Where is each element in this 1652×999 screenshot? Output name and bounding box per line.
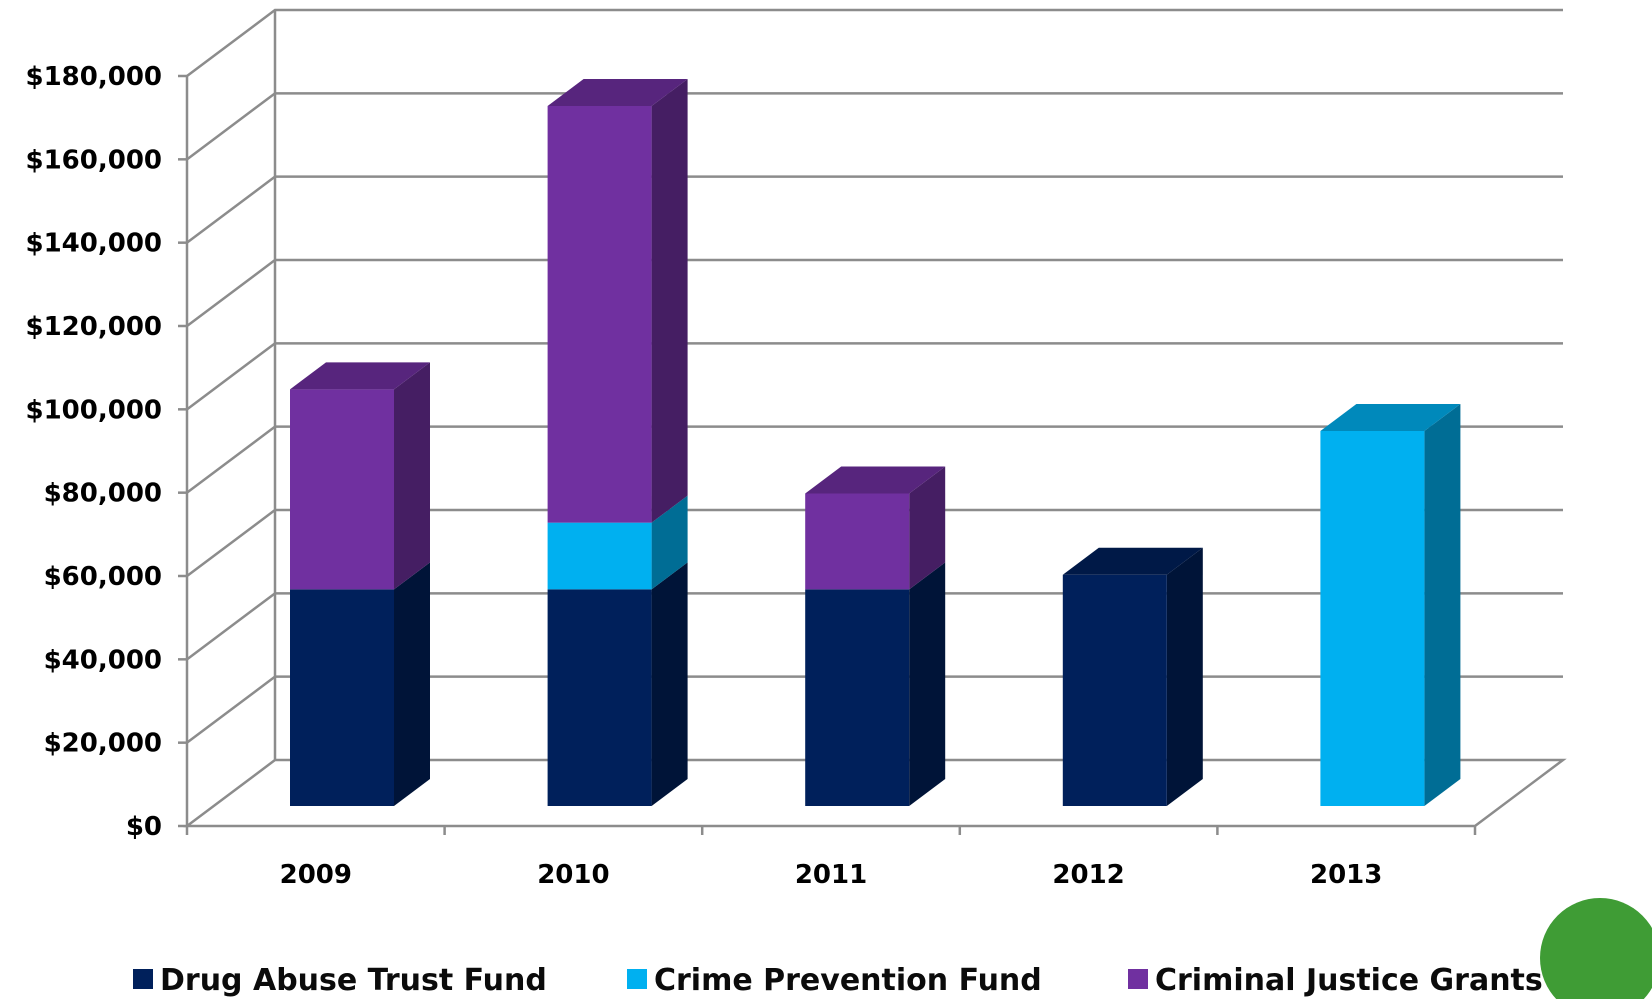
bar-side — [1424, 404, 1461, 806]
bar-front — [805, 493, 910, 590]
x-tick-label: 2012 — [1052, 860, 1124, 890]
bar-front — [547, 522, 652, 590]
bar-segment — [547, 79, 688, 523]
legend-swatch — [1128, 969, 1148, 989]
bar-side — [909, 562, 946, 806]
gridline — [186, 342, 1563, 411]
x-tick-label: 2011 — [795, 860, 867, 890]
y-tick-label: $60,000 — [44, 562, 162, 592]
bar-segment — [805, 466, 946, 590]
legend-swatch — [627, 969, 647, 989]
bar-top — [805, 466, 946, 494]
legend-swatch — [133, 969, 153, 989]
x-tick-label: 2013 — [1310, 860, 1382, 890]
legend-label: Crime Prevention Fund — [654, 963, 1042, 998]
legend-item: Drug Abuse Trust Fund — [133, 963, 547, 998]
y-tick-label: $20,000 — [44, 729, 162, 759]
x-tick-label: 2010 — [537, 860, 609, 890]
y-axis: $0 $20,000 $40,000 $60,000 $80,000 $100,000 $1… — [25, 62, 189, 842]
bar-segment — [1320, 404, 1461, 806]
bar-side — [1166, 547, 1203, 806]
y-tick-label: $80,000 — [44, 479, 162, 509]
y-tick-label: $120,000 — [25, 312, 162, 342]
bar-segment — [1062, 547, 1203, 806]
legend-item: Criminal Justice Grants — [1128, 963, 1543, 998]
bar-segment — [290, 362, 430, 590]
gridline — [186, 258, 1563, 327]
floor — [183, 758, 1567, 828]
y-tick-label: $40,000 — [44, 645, 162, 675]
x-axis: 2009 2010 2011 2012 2013 — [185, 826, 1477, 890]
y-tick-label: $140,000 — [25, 229, 162, 259]
bar-top — [290, 362, 430, 390]
bar-segment — [805, 562, 946, 806]
legend-label: Drug Abuse Trust Fund — [160, 963, 547, 998]
bar-side — [651, 79, 688, 523]
legend-item: Crime Prevention Fund — [627, 963, 1042, 998]
bar-top — [547, 79, 688, 106]
bar-front — [1062, 574, 1167, 806]
bar-side — [394, 362, 430, 590]
bar-front — [547, 106, 652, 523]
bar-side — [651, 495, 688, 590]
bar-front — [290, 589, 394, 806]
gridline — [186, 425, 1563, 494]
bar-front — [290, 389, 394, 590]
legend-label: Criminal Justice Grants — [1155, 963, 1543, 998]
corner-decoration — [1540, 898, 1652, 999]
gridlines — [186, 8, 1563, 744]
gridline — [186, 175, 1563, 244]
y-tick-label: $0 — [126, 812, 162, 842]
gridline — [186, 92, 1563, 161]
x-tick-label: 2009 — [280, 860, 352, 890]
bar-segment — [547, 562, 688, 806]
chart-walls — [183, 10, 1567, 828]
bar-front — [1320, 431, 1425, 806]
bar-front — [805, 589, 910, 806]
bar-top — [1320, 404, 1461, 431]
y-tick-label: $160,000 — [25, 145, 162, 175]
bars — [290, 79, 1461, 806]
bar-segment — [290, 562, 430, 806]
y-tick-label: $180,000 — [25, 62, 162, 92]
legend: Drug Abuse Trust Fund Crime Prevention Fu… — [133, 963, 1543, 998]
bar-segment — [547, 495, 688, 590]
y-tick-label: $100,000 — [25, 395, 162, 425]
bar-side — [909, 466, 946, 590]
gridline — [186, 508, 1563, 577]
bar-side — [394, 562, 430, 806]
gridline — [186, 8, 1563, 77]
bar-top — [1062, 547, 1203, 575]
bar-front — [547, 589, 652, 806]
bar-side — [651, 562, 688, 806]
